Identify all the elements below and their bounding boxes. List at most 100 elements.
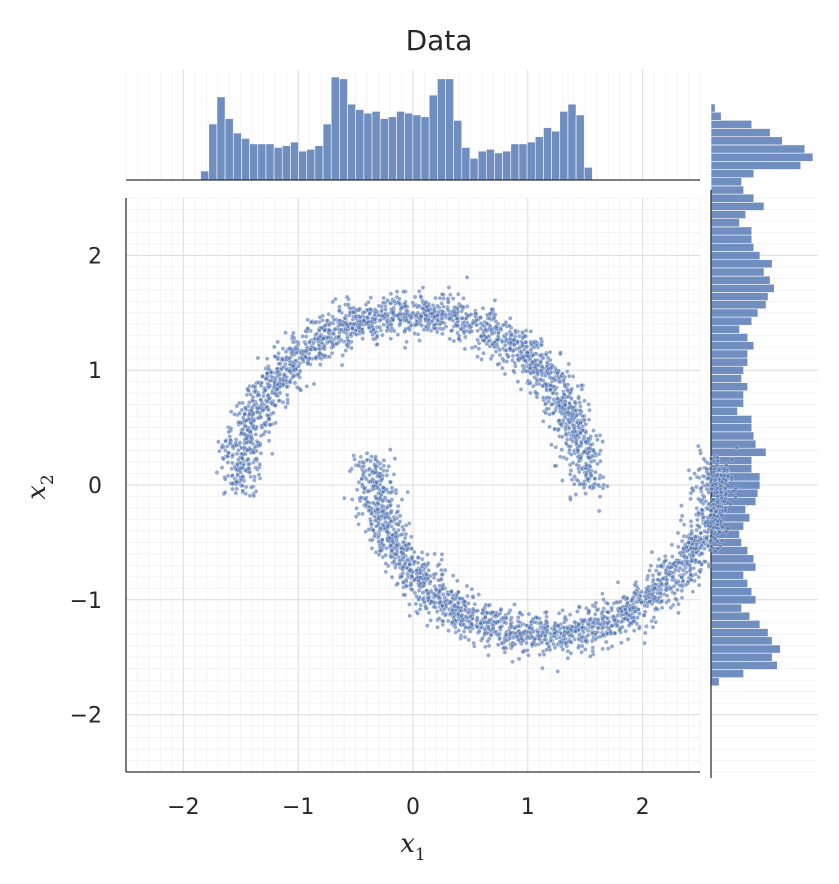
- scatter-point-upper-moon: [402, 345, 408, 351]
- scatter-point-upper-moon: [543, 401, 548, 407]
- scatter-point-upper-moon: [426, 317, 432, 323]
- scatter-point-upper-moon: [528, 341, 534, 347]
- scatter-point-lower-moon: [675, 530, 681, 536]
- scatter-point-lower-moon: [544, 609, 549, 615]
- scatter-point-lower-moon: [437, 589, 443, 594]
- scatter-point-lower-moon: [562, 629, 568, 634]
- right-histogram: [710, 103, 818, 778]
- scatter-point-lower-moon: [588, 654, 593, 659]
- top-histogram-bar: [461, 147, 471, 181]
- scatter-point-lower-moon: [404, 547, 410, 553]
- scatter-point-upper-moon: [454, 323, 459, 328]
- scatter-point-lower-moon: [476, 592, 481, 597]
- scatter-point-upper-moon: [257, 462, 263, 467]
- scatter-point-lower-moon: [594, 607, 600, 613]
- top-histogram-bar: [257, 143, 267, 181]
- scatter-point-lower-moon: [437, 583, 443, 588]
- scatter-point-upper-moon: [510, 353, 516, 359]
- right-histogram-bar: [710, 226, 753, 236]
- scatter-point-upper-moon: [596, 508, 602, 514]
- scatter-point-lower-moon: [601, 632, 606, 637]
- scatter-point-upper-moon: [544, 360, 550, 365]
- scatter-point-lower-moon: [714, 461, 720, 467]
- scatter-point-lower-moon: [364, 457, 369, 463]
- scatter-point-lower-moon: [561, 633, 567, 639]
- scatter-point-upper-moon: [251, 402, 257, 408]
- scatter-point-upper-moon: [446, 285, 452, 290]
- scatter-point-upper-moon: [408, 315, 414, 321]
- scatter-point-lower-moon: [672, 591, 677, 596]
- top-histogram-bar: [420, 116, 430, 181]
- top-histogram-bar: [453, 120, 463, 181]
- scatter-point-lower-moon: [381, 458, 387, 463]
- scatter-point-lower-moon: [373, 496, 379, 501]
- scatter-point-upper-moon: [598, 459, 603, 464]
- scatter-point-upper-moon: [569, 452, 574, 457]
- scatter-point-lower-moon: [407, 561, 413, 567]
- scatter-point-upper-moon: [230, 473, 235, 478]
- scatter-point-upper-moon: [307, 339, 312, 345]
- scatter-point-lower-moon: [632, 582, 638, 588]
- scatter-point-upper-moon: [351, 321, 357, 327]
- scatter-point-lower-moon: [466, 637, 471, 643]
- scatter-point-upper-moon: [488, 356, 494, 362]
- scatter-point-upper-moon: [587, 407, 592, 413]
- scatter-point-lower-moon: [542, 625, 548, 631]
- scatter-point-upper-moon: [569, 477, 575, 482]
- right-histogram-bar: [710, 242, 755, 252]
- top-histogram-bar: [355, 109, 365, 181]
- scatter-point-upper-moon: [216, 439, 221, 445]
- scatter-point-upper-moon: [274, 386, 280, 392]
- scatter-point-lower-moon: [479, 625, 485, 630]
- x-tick-label: −2: [167, 795, 199, 820]
- scatter-point-lower-moon: [407, 602, 412, 607]
- scatter-point-upper-moon: [514, 353, 520, 358]
- scatter-point-upper-moon: [281, 364, 287, 370]
- scatter-point-lower-moon: [426, 591, 431, 596]
- scatter-point-upper-moon: [350, 310, 356, 315]
- scatter-point-lower-moon: [689, 531, 694, 536]
- scatter-point-lower-moon: [679, 595, 685, 601]
- scatter-point-upper-moon: [343, 348, 349, 353]
- scatter-point-lower-moon: [663, 554, 668, 559]
- scatter-point-lower-moon: [680, 579, 686, 584]
- scatter-point-lower-moon: [678, 518, 684, 523]
- scatter-point-lower-moon: [615, 613, 620, 618]
- y-tick-label: 0: [88, 474, 102, 499]
- scatter-point-upper-moon: [290, 349, 295, 355]
- scatter-point-lower-moon: [462, 634, 468, 640]
- right-histogram-bar: [710, 308, 759, 318]
- scatter-point-upper-moon: [563, 424, 568, 430]
- scatter-point-lower-moon: [715, 519, 721, 524]
- scatter-point-upper-moon: [557, 403, 562, 409]
- scatter-point-upper-moon: [572, 481, 577, 487]
- scatter-point-lower-moon: [364, 476, 369, 482]
- scatter-point-lower-moon: [526, 629, 531, 635]
- scatter-point-lower-moon: [595, 617, 601, 622]
- scatter-point-upper-moon: [523, 328, 529, 333]
- scatter-point-lower-moon: [602, 614, 607, 619]
- scatter-point-upper-moon: [583, 466, 588, 471]
- scatter-point-upper-moon: [233, 490, 239, 496]
- scatter-point-upper-moon: [484, 321, 490, 326]
- scatter-point-lower-moon: [380, 537, 385, 543]
- scatter-point-upper-moon: [412, 294, 418, 300]
- scatter-point-lower-moon: [620, 595, 626, 600]
- scatter-point-lower-moon: [694, 550, 699, 555]
- scatter-point-lower-moon: [636, 626, 642, 631]
- scatter-point-upper-moon: [464, 275, 470, 280]
- scatter-point-lower-moon: [450, 619, 455, 625]
- right-histogram-bar: [710, 161, 802, 170]
- scatter-point-upper-moon: [243, 423, 248, 429]
- scatter-point-upper-moon: [583, 472, 589, 478]
- top-histogram-bar: [265, 143, 275, 181]
- scatter-point-upper-moon: [321, 336, 326, 341]
- scatter-point-upper-moon: [344, 294, 350, 300]
- scatter-point-upper-moon: [560, 371, 565, 376]
- scatter-point-upper-moon: [277, 371, 283, 377]
- scatter-point-lower-moon: [600, 591, 605, 596]
- main-grid: [125, 197, 701, 773]
- scatter-point-upper-moon: [578, 430, 583, 435]
- scatter-point-upper-moon: [406, 325, 411, 331]
- scatter-point-lower-moon: [684, 544, 689, 550]
